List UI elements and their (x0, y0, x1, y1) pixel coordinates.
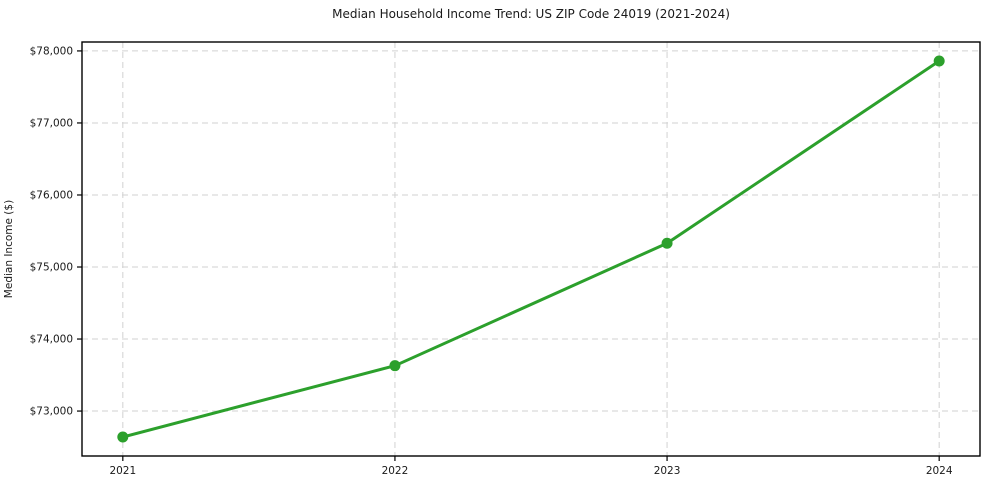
y-axis-tick-label: $76,000 (30, 189, 73, 201)
y-axis-tick-label: $74,000 (30, 334, 73, 346)
x-axis-tick-label: 2022 (382, 465, 409, 477)
data-point-marker (661, 237, 673, 249)
y-axis-tick-label: $73,000 (30, 406, 73, 418)
chart-title: Median Household Income Trend: US ZIP Co… (332, 7, 730, 21)
income-trend-line (121, 59, 941, 439)
y-axis-tick-label: $75,000 (30, 262, 73, 274)
plot-border (81, 41, 981, 457)
data-point-marker (389, 360, 401, 372)
data-point-marker (117, 431, 129, 443)
x-axis-tick-label: 2021 (109, 465, 136, 477)
data-point-marker (933, 55, 945, 67)
x-axis-tick-label: 2023 (654, 465, 681, 477)
y-axis-tick-label: $78,000 (30, 45, 73, 57)
y-axis-tick-label: $77,000 (30, 117, 73, 129)
x-axis-tick-label: 2024 (926, 465, 953, 477)
